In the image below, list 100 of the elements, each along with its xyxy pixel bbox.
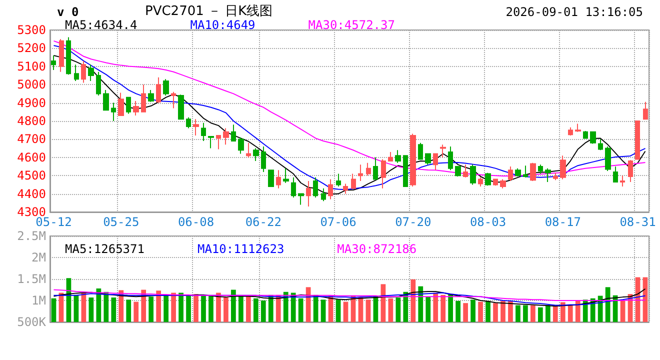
candlestick [403, 155, 408, 188]
candlestick [560, 155, 566, 180]
candlestick [118, 92, 124, 116]
y-tick-label: 1.5M [17, 272, 46, 286]
candlestick [88, 64, 94, 82]
y-tick-label: 4500 [17, 168, 46, 183]
x-tick-label: 08-31 [620, 215, 656, 229]
x-tick-label: 06-22 [245, 215, 282, 229]
candlestick [366, 162, 371, 176]
candlestick [590, 131, 596, 144]
candlestick [193, 118, 199, 136]
candlestick [111, 102, 116, 122]
candlestick [298, 193, 304, 206]
candlestick [74, 64, 79, 82]
candlestick [358, 164, 363, 182]
candlestick [276, 170, 281, 189]
text: MA5:4634.4 [65, 18, 138, 32]
x-tick-label: 08-17 [544, 215, 581, 229]
candlestick [433, 153, 438, 171]
candlestick [313, 176, 318, 198]
candlestick [246, 142, 251, 158]
candlestick [253, 148, 259, 162]
candlestick [620, 175, 625, 188]
candlestick [470, 164, 476, 186]
y-tick-label: 4400 [17, 186, 46, 201]
candlestick [523, 165, 528, 178]
y-tick-label: 5000 [17, 78, 46, 92]
y-tick-label: 4800 [17, 114, 46, 128]
candlestick [208, 136, 214, 149]
y-tick-label: 5300 [17, 23, 46, 37]
text: MA10:1112623 [197, 242, 284, 256]
chart-title: PVC2701 － 日K线图 [145, 4, 273, 19]
candlestick [373, 156, 378, 180]
x-tick-label: 05-25 [103, 215, 140, 229]
candlestick [643, 101, 648, 120]
candlestick [103, 90, 109, 111]
candlestick [575, 123, 581, 132]
y-tick-label: 5100 [17, 59, 46, 74]
candlestick [328, 178, 333, 200]
text: MA10:4649 [190, 18, 256, 32]
candlestick [508, 166, 513, 182]
y-tick-label: 1M [32, 294, 46, 308]
candlestick [186, 116, 191, 129]
candlestick [493, 178, 498, 186]
candlestick [515, 168, 521, 178]
candlestick [448, 146, 453, 171]
candlestick [51, 54, 56, 71]
candlestick [283, 168, 289, 184]
candlestick [178, 94, 184, 120]
candlestick [425, 153, 431, 166]
y-tick-label: 4700 [17, 132, 46, 146]
text: MA5:1265371 [65, 242, 144, 256]
text: 2026-09-01 13:16:05 [506, 5, 644, 19]
x-tick-label: 08-03 [470, 215, 506, 229]
candlestick [231, 124, 236, 142]
x-tick-label: 06-08 [178, 215, 214, 229]
candlestick [291, 176, 296, 198]
candlestick [96, 71, 101, 96]
y-tick-label: 2M [32, 250, 46, 264]
x-tick-label: 05-12 [36, 215, 72, 229]
candlestick [388, 151, 393, 162]
candlestick [171, 91, 176, 109]
candlestick [148, 90, 154, 102]
text: MA30:872186 [337, 242, 417, 256]
candlestick [553, 172, 558, 181]
candlestick [201, 122, 206, 142]
candlestick [343, 183, 348, 194]
candlestick [133, 100, 139, 116]
candlestick [268, 170, 274, 188]
candlestick [336, 173, 341, 188]
candlestick [351, 173, 356, 189]
y-tick-label: 2.5M [17, 229, 46, 243]
candlestick [538, 164, 543, 174]
candlestick [66, 36, 71, 76]
text: v 0 [57, 5, 79, 19]
candlestick [321, 188, 326, 202]
candlestick [238, 136, 244, 154]
candlestick [500, 178, 506, 189]
candlestick [478, 176, 483, 188]
candlestick [418, 142, 423, 160]
candlestick [156, 76, 161, 104]
candlestick [306, 180, 311, 208]
candlestick [485, 172, 491, 186]
candlestick [455, 166, 461, 178]
y-tick-label: 5200 [17, 41, 46, 56]
candlestick [261, 146, 266, 172]
text: MA30:4572.37 [308, 18, 395, 32]
candlestick [126, 96, 131, 114]
candlestick [598, 138, 603, 151]
candlestick [395, 150, 401, 164]
candlestick [628, 160, 633, 182]
candlestick [216, 135, 221, 150]
candlestick [440, 144, 446, 158]
candlestick [545, 168, 551, 182]
candlestick [583, 130, 588, 139]
candlestick [568, 126, 573, 136]
candlestick [381, 158, 386, 189]
line-series [53, 289, 646, 301]
candlestick [635, 120, 640, 160]
candlestick [223, 128, 229, 146]
